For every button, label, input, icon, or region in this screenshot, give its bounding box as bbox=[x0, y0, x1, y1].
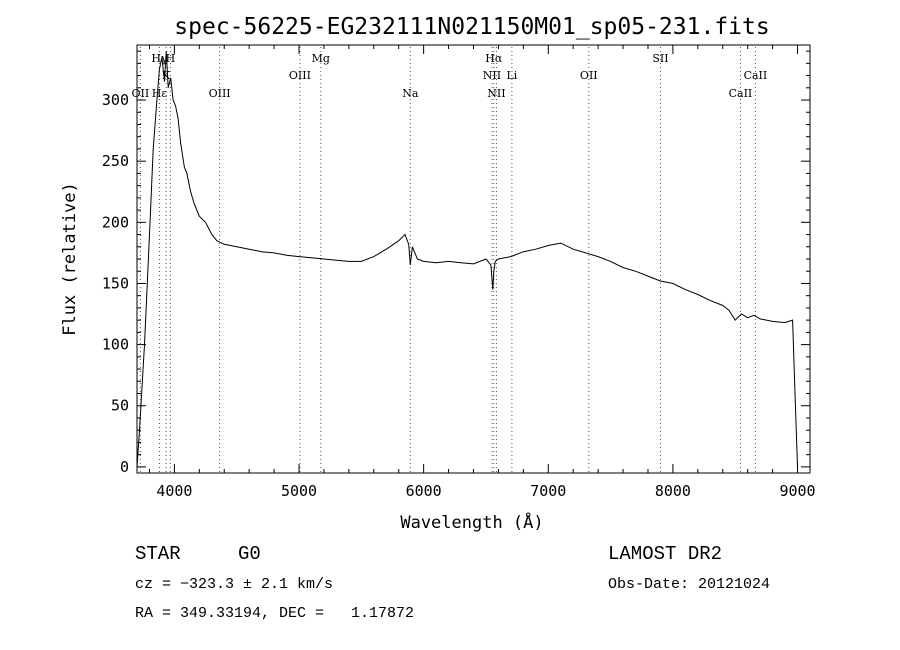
x-tick-label: 8000 bbox=[655, 482, 691, 500]
ra-dec-coordinates: RA = 349.33194, DEC = 1.17872 bbox=[135, 605, 415, 622]
y-tick-label: 200 bbox=[102, 213, 129, 231]
y-axis-ticks: 0 50 100 150 200 250 300 bbox=[102, 50, 810, 476]
spectral-line-label: NII bbox=[483, 69, 501, 82]
y-tick-label: 100 bbox=[102, 336, 129, 354]
y-tick-label: 0 bbox=[120, 458, 129, 476]
chart-title: spec-56225-EG232111N021150M01_sp05-231.f… bbox=[174, 14, 769, 40]
y-tick-label: 150 bbox=[102, 274, 129, 292]
spectral-line-label: NII bbox=[487, 87, 505, 100]
spectral-line-label: OII bbox=[580, 69, 598, 82]
spectral-line-label: CaII bbox=[729, 87, 753, 100]
spectral-line-label: Mg bbox=[312, 52, 330, 65]
spectral-line-label: CaII bbox=[744, 69, 768, 82]
x-tick-label: 6000 bbox=[406, 482, 442, 500]
spectrum-plot: spec-56225-EG232111N021150M01_sp05-231.f… bbox=[60, 14, 816, 533]
y-tick-label: 300 bbox=[102, 91, 129, 109]
spectral-line-label: OII bbox=[132, 87, 150, 100]
spectral-line-label: SII bbox=[652, 52, 668, 65]
y-tick-label: 50 bbox=[111, 397, 129, 415]
spectral-line-label: Hε bbox=[152, 87, 168, 100]
spectrum-series-line bbox=[136, 51, 798, 467]
x-tick-label: 5000 bbox=[281, 482, 317, 500]
x-axis-label: Wavelength (Å) bbox=[400, 511, 543, 533]
spectral-line-label: OIII bbox=[289, 69, 311, 82]
object-class: STAR bbox=[135, 543, 181, 565]
spectral-line-label: OIII bbox=[209, 87, 231, 100]
survey-name: LAMOST DR2 bbox=[608, 543, 723, 565]
spectral-line-label: Na bbox=[402, 87, 419, 100]
spectral-line-label: H bbox=[166, 52, 176, 65]
x-axis-ticks: 4000 5000 6000 7000 8000 9000 bbox=[148, 45, 816, 500]
spectral-line-label: Hγ bbox=[151, 52, 168, 65]
spectral-line-label: Hα bbox=[485, 52, 503, 65]
redshift-cz: cz = −323.3 ± 2.1 km/s bbox=[135, 576, 334, 593]
observation-date: Obs-Date: 20121024 bbox=[608, 576, 771, 593]
y-tick-label: 250 bbox=[102, 152, 129, 170]
spectral-line-label: Li bbox=[506, 69, 517, 82]
x-tick-label: 9000 bbox=[779, 482, 815, 500]
spectral-line-label: K bbox=[162, 69, 171, 82]
x-tick-label: 7000 bbox=[530, 482, 566, 500]
object-subclass: G0 bbox=[238, 543, 261, 565]
plot-frame bbox=[136, 44, 811, 474]
x-tick-label: 4000 bbox=[156, 482, 192, 500]
y-axis-label: Flux (relative) bbox=[60, 182, 80, 336]
